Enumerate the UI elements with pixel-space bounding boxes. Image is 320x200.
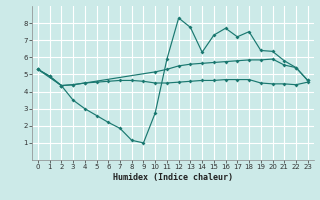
X-axis label: Humidex (Indice chaleur): Humidex (Indice chaleur) [113, 173, 233, 182]
